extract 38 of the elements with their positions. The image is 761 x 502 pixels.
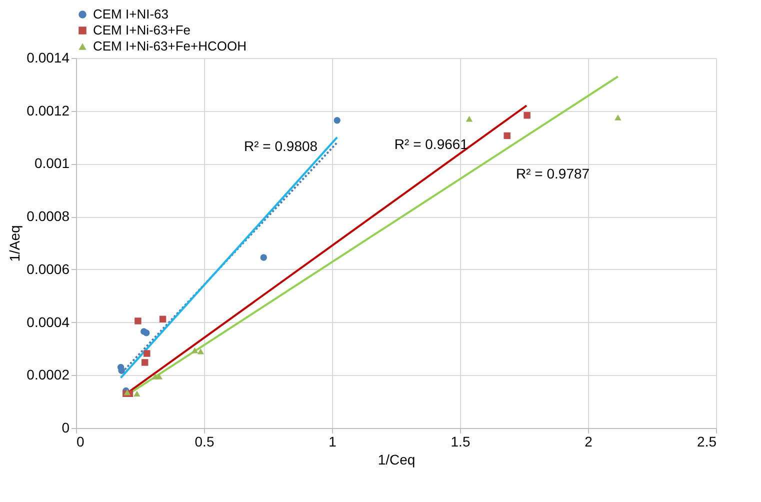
y-tick-label: 0 (62, 420, 70, 436)
point (134, 318, 142, 324)
x-tick-label: 1.5 (450, 434, 470, 450)
y-axis-title: 1/Aeq (6, 225, 23, 262)
point (142, 359, 148, 366)
y-tick-label: 0.0012 (26, 102, 70, 118)
point (197, 348, 204, 354)
annotation: R² = 0.9661 (394, 136, 468, 152)
point (614, 114, 622, 120)
point (504, 132, 510, 140)
annotation: R² = 0.9808 (244, 138, 318, 154)
x-tick-label: 2 (584, 434, 593, 450)
x-tick-label: 0 (76, 434, 84, 450)
x-tick-label: 0.5 (194, 434, 214, 450)
y-tick-label: 0.001 (34, 155, 70, 172)
point (134, 390, 140, 397)
annotation: R² = 0.9787 (516, 166, 590, 182)
point (260, 254, 267, 261)
y-tick-label: 0.0004 (26, 314, 70, 330)
x-axis-title: 1/Ceq (378, 452, 416, 468)
x-tick-label: 2.5 (697, 434, 717, 450)
legend-label: CEM I+NI-63 (93, 6, 168, 22)
legend-label: CEM I+Ni-63+Fe+HCOOH (93, 38, 247, 54)
legend-label: CEM I+Ni-63+Fe (93, 22, 191, 38)
point (143, 330, 150, 336)
point (144, 350, 150, 357)
y-tick-label: 0.0008 (26, 208, 70, 224)
y-tick-label: 0.0014 (26, 50, 70, 66)
point (118, 367, 125, 374)
x-tick-label: 1 (328, 434, 337, 450)
y-tick-label: 0.0006 (26, 260, 70, 277)
point (334, 117, 340, 124)
point (191, 347, 198, 354)
y-tick-label: 0.0002 (26, 366, 70, 383)
point (156, 374, 163, 380)
point (466, 116, 473, 122)
point (159, 316, 166, 322)
point (524, 112, 530, 119)
